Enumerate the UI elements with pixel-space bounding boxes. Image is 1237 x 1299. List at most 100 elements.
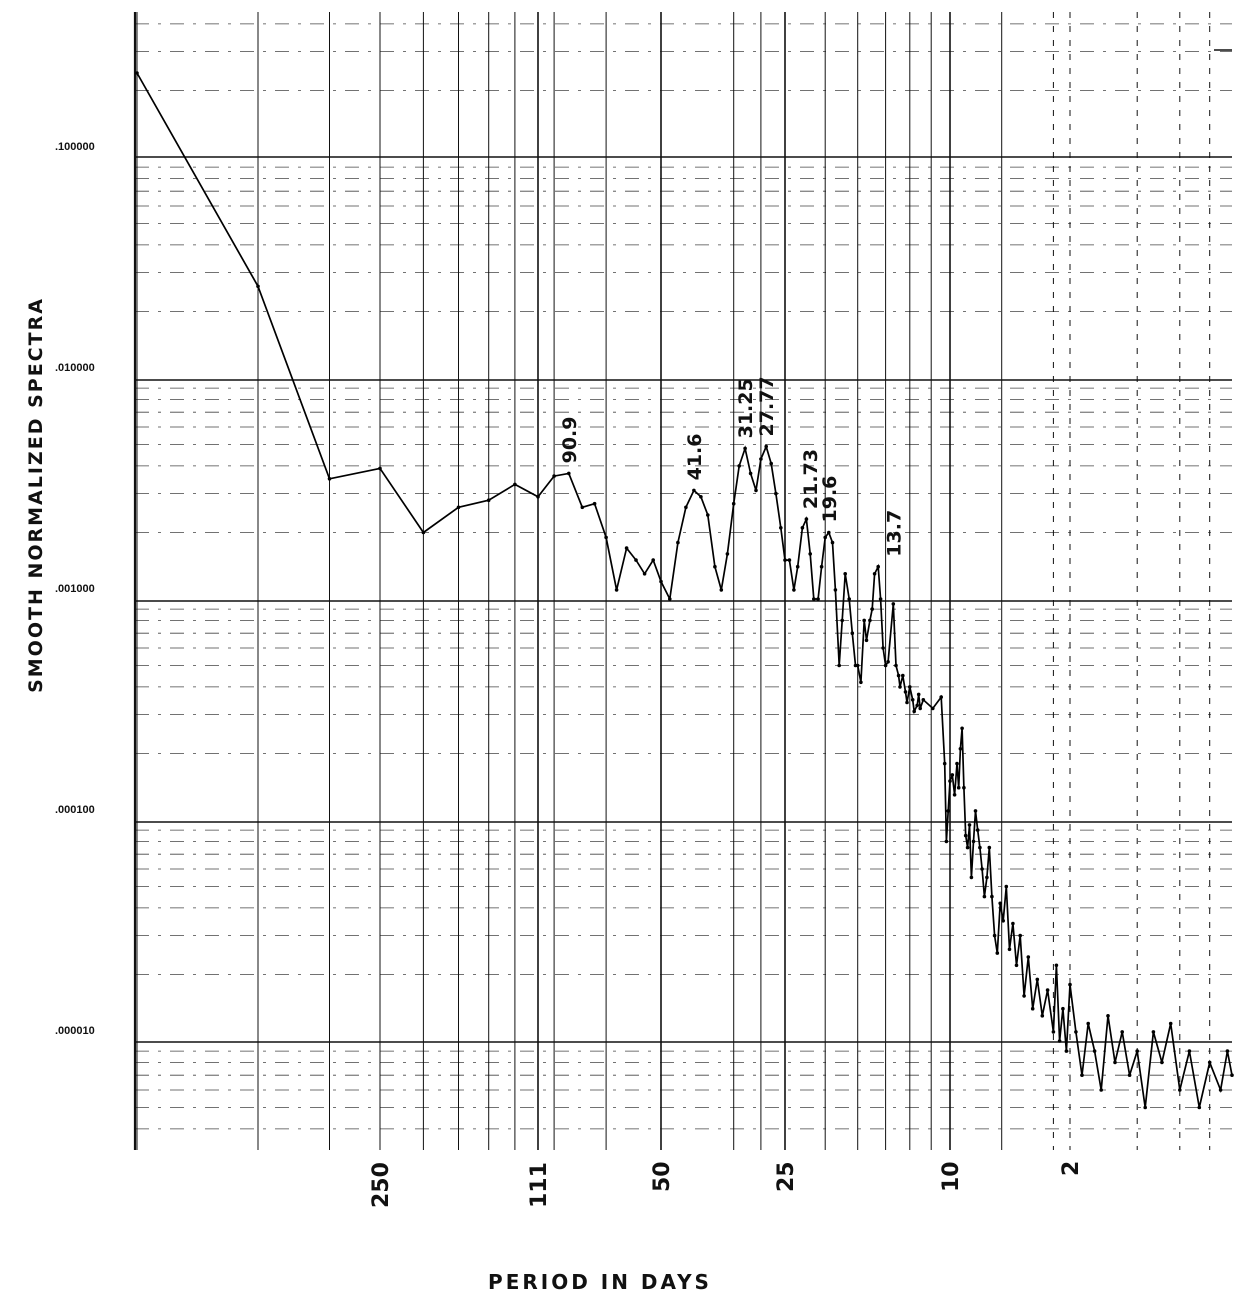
data-point <box>1022 994 1026 998</box>
data-point <box>985 875 989 880</box>
data-point <box>916 692 921 697</box>
data-point <box>1040 1014 1045 1018</box>
y-tick-label: .100000 <box>55 141 95 153</box>
data-point <box>692 488 696 493</box>
data-point <box>731 501 736 506</box>
x-axis-label: PERIOD IN DAYS <box>488 1270 712 1294</box>
data-point <box>1080 1073 1084 1077</box>
data-point <box>783 558 787 562</box>
grid <box>133 12 1232 1150</box>
data-point <box>642 572 647 576</box>
data-point <box>973 809 978 813</box>
data-point <box>872 572 877 576</box>
data-point <box>804 517 809 521</box>
data-point <box>883 663 888 668</box>
data-point <box>754 488 758 493</box>
data-point <box>1178 1088 1182 1092</box>
y-tick-label: .010000 <box>55 362 95 374</box>
data-point <box>676 540 680 545</box>
data-point <box>816 597 820 601</box>
data-point <box>764 444 768 449</box>
data-point <box>963 833 968 838</box>
data-point <box>886 660 890 664</box>
peak-annotation: 41.6 <box>684 434 706 481</box>
data-point <box>1187 1049 1192 1053</box>
data-point <box>1064 1049 1069 1053</box>
data-point <box>378 466 382 471</box>
data-point <box>982 894 987 899</box>
x-tick-label: 111 <box>527 1162 552 1208</box>
data-point <box>1143 1105 1147 1110</box>
data-point <box>713 564 717 569</box>
data-point <box>1106 1014 1110 1018</box>
data-point <box>843 572 847 576</box>
data-point <box>1225 1049 1230 1053</box>
peak-annotation: 27.77 <box>756 376 778 436</box>
data-point <box>737 464 741 468</box>
x-tick-label: 25 <box>774 1161 799 1192</box>
data-point <box>787 558 792 562</box>
y-tick-label: .000010 <box>55 1025 95 1037</box>
data-point <box>992 933 997 938</box>
x-tick-labels: 250 111 50 25 10 2 <box>369 1161 1084 1208</box>
data-point <box>962 785 966 790</box>
data-point <box>901 673 905 678</box>
data-point <box>1054 963 1059 968</box>
data-point <box>456 505 461 510</box>
data-point <box>759 457 763 461</box>
data-point <box>1135 1049 1139 1053</box>
data-point <box>592 501 597 506</box>
peak-annotation: 90.9 <box>559 417 581 464</box>
peak-annotation: 19.6 <box>819 476 841 523</box>
x-tick-label: 50 <box>650 1161 675 1192</box>
data-point <box>847 597 851 601</box>
data-point <box>891 602 896 606</box>
y-axis-label: SMOOTH NORMALIZED SPECTRA <box>25 297 47 693</box>
data-point <box>942 761 947 766</box>
data-point <box>327 477 332 481</box>
data-point <box>1120 1030 1124 1034</box>
data-point <box>840 618 844 623</box>
data-point <box>706 513 710 517</box>
data-point <box>1207 1060 1212 1065</box>
data-point <box>868 618 872 623</box>
data-point <box>881 646 885 650</box>
data-point <box>699 495 703 499</box>
data-point <box>978 845 982 850</box>
data-point <box>855 663 860 668</box>
data-point <box>956 785 961 790</box>
data-point <box>1004 884 1009 889</box>
data-point <box>1057 1039 1062 1043</box>
data-point <box>830 540 835 545</box>
data-point <box>921 698 926 702</box>
data-point <box>769 461 773 466</box>
data-point <box>915 703 919 708</box>
data-point <box>1086 1021 1090 1026</box>
data-point <box>719 588 724 592</box>
data-point <box>668 597 672 601</box>
data-point <box>567 471 571 476</box>
data-point <box>1030 1006 1035 1011</box>
data-point <box>1026 955 1031 959</box>
data-point <box>792 588 796 592</box>
data-point <box>808 552 812 556</box>
data-point <box>995 951 1000 955</box>
data-point <box>1160 1060 1164 1065</box>
x-tick-label: 250 <box>369 1162 394 1208</box>
data-point <box>870 607 874 611</box>
peak-annotation: 31.25 <box>735 378 757 438</box>
data-point <box>659 579 663 584</box>
data-point <box>910 698 915 702</box>
data-point <box>256 284 260 289</box>
data-point <box>987 845 992 850</box>
data-point <box>862 618 866 623</box>
peak-annotation: 21.73 <box>800 449 822 509</box>
data-point <box>1001 919 1005 923</box>
data-point <box>950 773 955 777</box>
data-point <box>896 673 901 678</box>
data-point <box>948 779 952 783</box>
data-point <box>819 564 824 569</box>
data-point <box>1074 1030 1078 1034</box>
data-point <box>960 726 964 731</box>
data-point <box>1061 1006 1065 1011</box>
